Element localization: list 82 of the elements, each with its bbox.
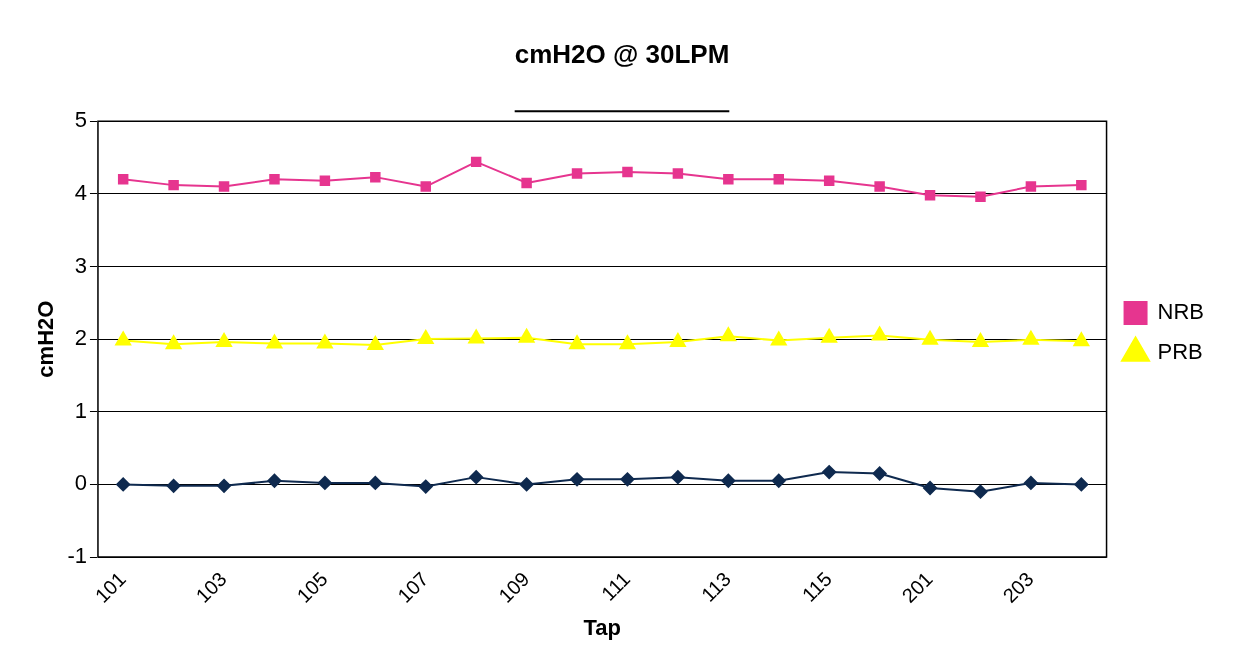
- point: [924, 190, 936, 201]
- point: [116, 477, 131, 492]
- point: [620, 472, 635, 487]
- point: [521, 177, 532, 189]
- point: [418, 479, 433, 494]
- point: [115, 331, 132, 346]
- point: [773, 174, 784, 185]
- x-tick-label: 113: [696, 567, 736, 606]
- point: [922, 330, 938, 345]
- x-tick-label: 111: [597, 567, 635, 605]
- y-tick-label: 5: [74, 107, 87, 133]
- point: [823, 175, 835, 187]
- point: [367, 335, 384, 350]
- point: [670, 470, 685, 485]
- point: [370, 171, 381, 183]
- point: [570, 472, 585, 487]
- legend-label: NRB: [1157, 299, 1204, 325]
- point: [420, 181, 431, 192]
- y-axis-title: cmH2O: [33, 300, 59, 378]
- point: [317, 475, 332, 490]
- point: [672, 168, 684, 179]
- point: [770, 331, 787, 346]
- point: [518, 328, 535, 343]
- point: [872, 466, 887, 481]
- point: [469, 470, 484, 485]
- x-tick-label: 115: [797, 567, 836, 606]
- point: [216, 333, 232, 348]
- point: [1023, 475, 1038, 490]
- point: [1025, 181, 1037, 192]
- x-tick-label: 101: [90, 567, 130, 607]
- x-tick-label: 203: [998, 567, 1038, 607]
- point: [168, 179, 179, 191]
- x-tick-label: 105: [292, 567, 332, 607]
- point: [166, 478, 181, 493]
- point: [771, 473, 786, 488]
- point: [1022, 330, 1039, 345]
- point: [165, 335, 182, 350]
- point: [723, 174, 734, 185]
- point: [319, 175, 331, 187]
- point: [972, 333, 989, 348]
- point: [316, 334, 333, 349]
- point: [874, 181, 885, 192]
- point: [1074, 477, 1089, 492]
- y-tick-label: 3: [74, 252, 87, 278]
- point: [975, 191, 986, 202]
- point: [720, 327, 737, 342]
- point: [721, 473, 736, 488]
- point: [571, 168, 583, 179]
- point: [368, 475, 383, 490]
- legend-label: PRB: [1157, 339, 1203, 365]
- chart-title: cmH2O @ 30LPM: [514, 38, 730, 69]
- x-axis-title: Tap: [583, 614, 621, 640]
- point: [266, 334, 283, 349]
- point: [267, 473, 282, 488]
- point: [117, 174, 129, 185]
- y-tick-label: 0: [74, 470, 87, 496]
- point: [569, 335, 585, 350]
- point: [217, 478, 232, 493]
- point: [1076, 179, 1087, 191]
- point: [1073, 332, 1090, 347]
- point: [821, 328, 838, 343]
- point: [669, 333, 686, 348]
- x-tick-label: 107: [393, 567, 433, 607]
- point: [619, 335, 636, 350]
- point: [923, 481, 938, 496]
- point: [871, 326, 888, 341]
- point: [973, 484, 988, 499]
- point: [468, 329, 485, 344]
- point: [822, 465, 837, 480]
- y-tick-label: 1: [74, 397, 87, 423]
- point: [218, 181, 230, 192]
- point: [622, 166, 633, 178]
- x-tick-label: 201: [897, 567, 937, 607]
- x-tick-label: 109: [494, 567, 534, 607]
- point: [519, 477, 534, 492]
- point: [470, 156, 482, 168]
- y-tick-label: -1: [67, 543, 87, 569]
- point: [269, 174, 280, 185]
- y-tick-label: 4: [74, 179, 87, 205]
- x-tick-label: 103: [191, 567, 231, 607]
- point: [417, 330, 434, 345]
- y-tick-label: 2: [74, 325, 87, 351]
